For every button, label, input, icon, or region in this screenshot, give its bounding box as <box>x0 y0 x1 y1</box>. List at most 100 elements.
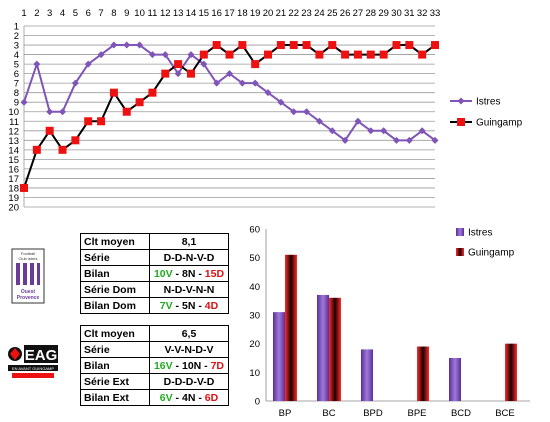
x-tick-label: 15 <box>199 8 210 19</box>
bilan-label: Bilan <box>80 357 150 374</box>
y-tick-label: 3 <box>14 41 19 52</box>
data-point <box>392 41 401 50</box>
data-point <box>71 79 79 87</box>
data-point <box>303 108 311 116</box>
data-point <box>20 183 28 192</box>
y-tick-label: 20 <box>249 339 260 350</box>
data-point <box>161 51 169 59</box>
y-tick-label: 40 <box>249 282 260 293</box>
data-point <box>200 60 208 68</box>
draws: 10N <box>181 359 202 372</box>
data-point <box>45 126 54 135</box>
legend-marker <box>457 97 465 105</box>
data-point <box>315 117 323 125</box>
serie-ext-value: D-D-D-V-D <box>149 373 229 390</box>
x-tick-label: 17 <box>224 8 235 19</box>
y-tick-label: 17 <box>8 174 19 185</box>
data-point <box>251 79 259 87</box>
y-tick-label: 18 <box>8 183 19 194</box>
y-tick-label: 50 <box>249 253 260 264</box>
table-row: Bilan 16V - 10N - 7D <box>80 357 229 374</box>
bilan-dom-label: Bilan Dom <box>80 297 150 314</box>
x-tick-label: BP <box>279 408 292 419</box>
serie-value: V-V-N-D-V <box>149 341 229 358</box>
x-tick-label: 5 <box>73 8 78 19</box>
x-tick-label: 16 <box>211 8 222 19</box>
wins: 16V <box>153 359 173 372</box>
data-point <box>431 136 439 144</box>
svg-text:Football: Football <box>21 251 35 256</box>
data-point <box>341 136 349 144</box>
serie-dom-value: N-D-V-N-N <box>149 281 229 298</box>
x-tick-label: 24 <box>314 8 325 19</box>
data-point <box>328 41 337 50</box>
data-point <box>366 50 375 59</box>
x-tick-label: 12 <box>160 8 171 19</box>
table-row: Clt moyen 8,1 <box>80 233 229 250</box>
data-point <box>122 107 131 116</box>
losses: 6D <box>204 391 219 404</box>
data-point <box>302 41 311 50</box>
serie-dom-label: Série Dom <box>80 281 150 298</box>
data-point <box>174 60 183 69</box>
losses: 15D <box>204 267 225 280</box>
legend-swatch <box>456 228 464 236</box>
losses: 7D <box>210 359 225 372</box>
y-tick-label: 2 <box>14 31 19 42</box>
y-tick-label: 6 <box>14 69 19 80</box>
x-tick-label: BCE <box>495 408 515 419</box>
y-tick-label: 0 <box>255 397 260 408</box>
y-tick-label: 19 <box>8 193 19 204</box>
x-tick-label: 20 <box>263 8 274 19</box>
goals-bar-chart: 0 10 20 30 40 50 60 BP BC BPD BPE BCD BCE Istres Guing… <box>249 225 530 419</box>
serie-value: D-D-N-V-D <box>149 249 229 266</box>
data-point <box>199 50 208 59</box>
x-tick-label: BC <box>322 408 335 419</box>
guingamp-logo: EAG EN AVANT GUINGAMP <box>6 340 60 380</box>
data-point <box>135 98 144 107</box>
data-point <box>97 51 105 59</box>
wins: 6V <box>159 391 173 404</box>
bilan-ext-value: 6V - 4N - 6D <box>149 389 229 406</box>
data-point <box>264 89 272 97</box>
y-tick-label: 4 <box>14 50 19 61</box>
x-tick-label: BCD <box>451 408 471 419</box>
bar <box>361 349 373 401</box>
data-point <box>186 69 195 78</box>
legend-label: Istres <box>468 228 492 239</box>
x-tick-label: 32 <box>417 8 428 19</box>
y-tick-label: 60 <box>249 225 260 236</box>
data-point <box>238 79 246 87</box>
table-row: Série Ext D-D-D-V-D <box>80 373 229 390</box>
x-tick-label: 7 <box>98 8 103 19</box>
bar <box>329 297 341 401</box>
data-point <box>148 51 156 59</box>
bilan-value: 16V - 10N - 7D <box>149 357 229 374</box>
bilan-label: Bilan <box>80 265 150 282</box>
legend-label: Guingamp <box>468 248 515 259</box>
legend-label: Guingamp <box>476 118 523 129</box>
table-row: Série Dom N-D-V-N-N <box>80 281 229 298</box>
data-point <box>20 98 28 106</box>
y-tick-label: 5 <box>14 60 19 71</box>
bilan-dom-value: 7V - 5N - 4D <box>149 297 229 314</box>
x-tick-label: 22 <box>288 8 299 19</box>
serie-label: Série <box>80 249 150 266</box>
x-tick-label: 11 <box>148 8 158 19</box>
svg-text:Club istres: Club istres <box>19 256 38 261</box>
y-tick-label: 16 <box>8 164 19 175</box>
draws: 4N <box>181 391 196 404</box>
clt-moyen-label: Clt moyen <box>80 325 150 342</box>
data-point <box>418 127 426 135</box>
legend-marker <box>457 118 465 126</box>
x-tick-label: 26 <box>340 8 351 19</box>
x-tick-label: 19 <box>250 8 261 19</box>
y-tick-label: 30 <box>249 311 260 322</box>
y-tick-label: 7 <box>14 79 19 90</box>
legend-label: Istres <box>476 97 500 108</box>
x-tick-label: 3 <box>47 8 52 19</box>
table-row: Clt moyen 6,5 <box>80 325 229 342</box>
data-point <box>161 69 170 78</box>
x-tick-label: 10 <box>134 8 145 19</box>
data-point <box>367 127 375 135</box>
